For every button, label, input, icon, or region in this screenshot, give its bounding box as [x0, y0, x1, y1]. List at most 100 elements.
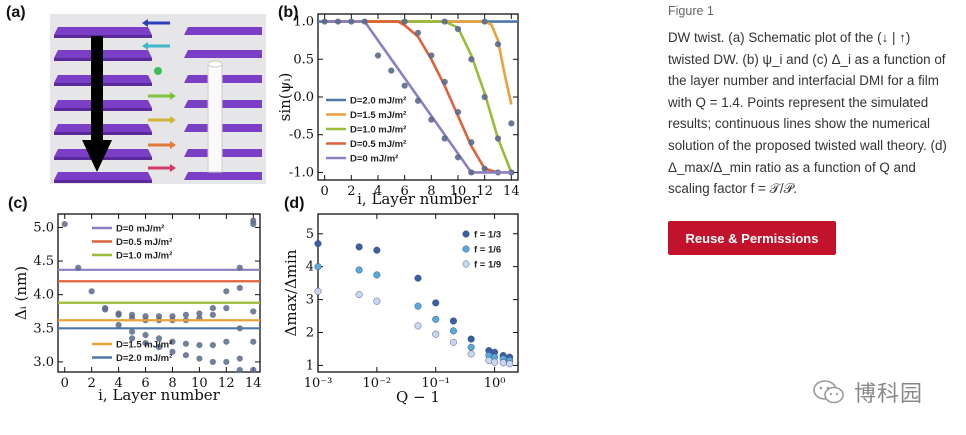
x-axis-label: i, Layer number	[357, 190, 480, 208]
data-point	[182, 352, 190, 359]
data-point	[223, 288, 230, 295]
legend-label: D=1.5 mJ/m²	[116, 340, 172, 351]
panel-a: (a)	[6, 4, 266, 184]
legend: f = 1/3 f = 1/6 f = 1/9	[462, 230, 501, 271]
data-point	[209, 358, 216, 366]
data-point	[142, 331, 149, 339]
x-tick-label: 10⁻²	[363, 376, 392, 391]
data-point	[182, 311, 190, 318]
layer-right-slab	[184, 50, 262, 58]
y-tick-label: 0.0	[293, 90, 314, 105]
data-point	[414, 29, 422, 36]
x-tick-label: 8	[427, 184, 435, 199]
data-point	[449, 317, 457, 325]
data-point	[428, 52, 435, 59]
data-point	[196, 342, 203, 349]
moment-arrow-head	[142, 42, 148, 50]
x-tick-label: 0	[61, 376, 69, 391]
series-line	[324, 20, 512, 174]
data-point	[314, 287, 322, 295]
data-point	[467, 343, 475, 351]
data-point	[401, 82, 408, 89]
watermark: 博科园	[812, 376, 923, 408]
layer-right-slab	[184, 124, 262, 132]
data-point	[223, 305, 230, 312]
data-point	[491, 358, 499, 366]
x-tick-label: 6	[141, 376, 149, 391]
black-arrow-head	[82, 140, 112, 172]
x-tick-label: 10⁰	[484, 376, 506, 391]
layer-right-slab	[184, 172, 262, 180]
data-point	[506, 360, 514, 368]
data-point	[361, 18, 368, 25]
plot-frame	[57, 213, 261, 373]
data-point	[314, 263, 322, 271]
data-point	[348, 18, 355, 25]
legend-label: D=1.0 mJ/m²	[350, 125, 406, 136]
layer-right-slab	[184, 27, 262, 35]
data-point	[468, 169, 475, 176]
data-point	[223, 338, 230, 345]
x-tick-label: 14	[245, 376, 262, 391]
moment-dot	[154, 67, 162, 75]
reuse-permissions-button[interactable]: Reuse & Permissions	[668, 221, 836, 255]
data-point	[481, 165, 488, 172]
data-point	[236, 264, 243, 271]
moment-arrow-head	[170, 141, 176, 149]
data-point	[250, 366, 257, 374]
legend-label: D=0 mJ/m²	[350, 154, 398, 165]
y-tick-label: 5	[306, 227, 314, 242]
y-tick-label: 0.5	[293, 52, 314, 67]
data-point	[128, 328, 136, 335]
x-tick-label: 2	[88, 376, 96, 391]
x-tick-label: 12	[218, 376, 235, 391]
y-tick-label: 4.0	[33, 288, 54, 303]
watermark-text: 博科园	[854, 381, 924, 406]
y-tick-label: -1.0	[289, 165, 314, 180]
y-axis-label: Δmax/Δmin	[282, 249, 300, 336]
data-point	[155, 335, 163, 342]
x-tick-label: 12	[476, 184, 493, 199]
data-point	[401, 18, 408, 25]
data-point	[250, 308, 257, 315]
layer-right-slab	[184, 100, 262, 108]
black-arrow-shaft	[91, 36, 103, 148]
data-point	[481, 93, 488, 101]
data-point	[128, 335, 136, 342]
x-axis-label: i, Layer number	[98, 386, 221, 404]
data-point	[115, 311, 122, 318]
data-point	[432, 299, 440, 307]
x-tick-label: 10⁻³	[304, 376, 333, 391]
data-point	[468, 139, 475, 146]
y-tick-label: 3	[306, 293, 314, 308]
data-point	[355, 243, 363, 251]
data-point	[441, 135, 448, 142]
data-point	[321, 18, 328, 25]
legend-label: D=0.5 mJ/m²	[350, 139, 406, 150]
y-tick-label: 5.0	[33, 220, 54, 235]
data-point	[355, 291, 363, 299]
legend-swatch	[462, 245, 470, 253]
panel-c-label: (c)	[8, 195, 28, 212]
legend-label: D=2.0 mJ/m²	[350, 96, 406, 107]
white-column	[207, 63, 223, 173]
data-point	[314, 240, 322, 248]
data-point	[61, 220, 68, 228]
series-line	[324, 20, 499, 174]
y-tick-label: 3.0	[33, 355, 54, 370]
legend-label: D=2.0 mJ/m²	[116, 353, 172, 364]
data-point	[142, 339, 149, 347]
data-point	[468, 56, 475, 63]
panel-d-label: (d)	[284, 195, 304, 212]
data-point	[414, 302, 422, 310]
data-point	[388, 67, 395, 74]
data-point	[169, 348, 176, 355]
moment-arrow-head	[142, 19, 148, 27]
data-point	[88, 288, 95, 295]
legend-label: D=1.5 mJ/m²	[350, 110, 406, 121]
data-point	[373, 297, 381, 305]
data-point	[454, 154, 462, 161]
data-point	[499, 359, 507, 367]
data-point	[441, 78, 448, 86]
